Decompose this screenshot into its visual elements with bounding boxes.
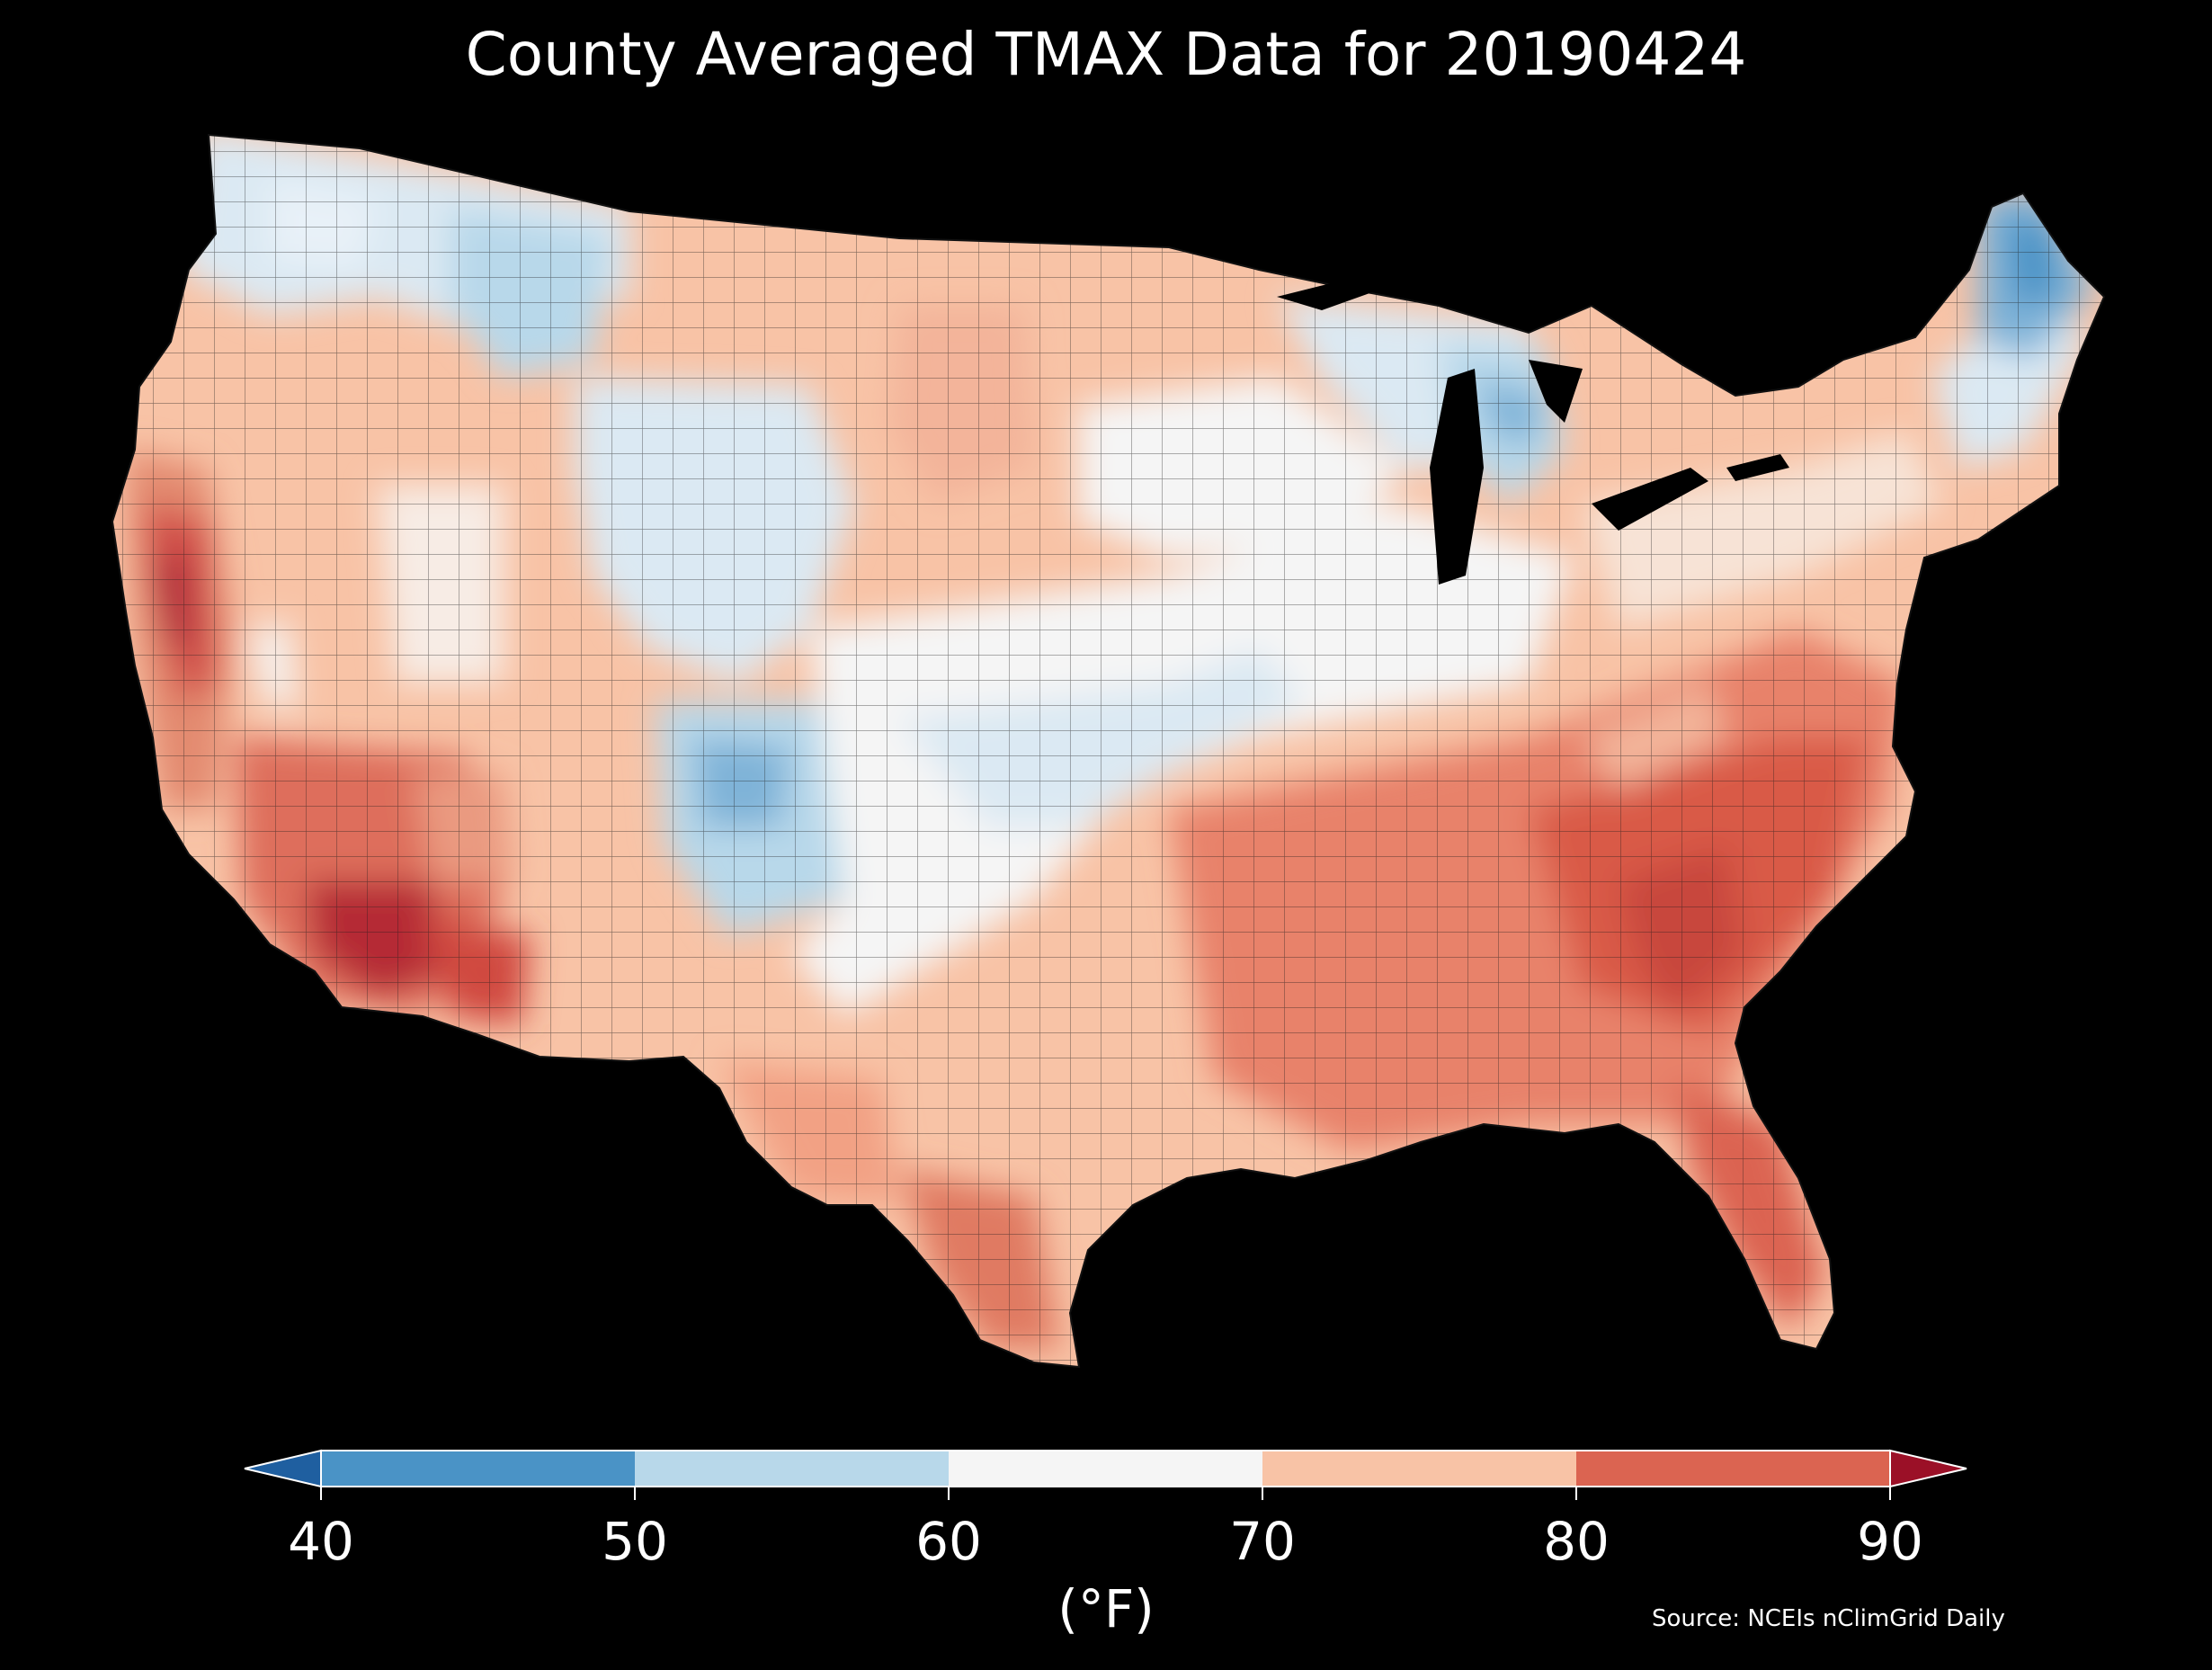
us-outline [111,133,2106,1369]
colorbar-segment-50-60 [635,1451,949,1487]
great-lakes [1277,274,1789,585]
colorbar-tick-label: 80 [1543,1511,1610,1572]
colorbar-extend-high [1889,1449,1967,1488]
colorbar-segment-40-50 [321,1451,635,1487]
colorbar-extend-low [244,1449,322,1488]
source-credit: Source: NCEIs nClimGrid Daily [1652,1605,2005,1632]
colorbar-segment-80-90 [1576,1451,1890,1487]
colorbar-tick-label: 60 [915,1511,982,1572]
colorbar-tick-label: 90 [1857,1511,1923,1572]
colorbar-outline [320,1450,1891,1487]
colorbar-tick-label: 70 [1229,1511,1296,1572]
colorbar-segment-70-80 [1262,1451,1576,1487]
colorbar-segment-60-70 [949,1451,1262,1487]
map-title: County Averaged TMAX Data for 20190424 [465,20,1747,89]
colorbar-tick-label: 50 [602,1511,668,1572]
colorbar-units-label: (°F) [1057,1578,1155,1639]
colorbar-tick-label: 40 [288,1511,354,1572]
colorbar-ticks [320,1487,1891,1500]
